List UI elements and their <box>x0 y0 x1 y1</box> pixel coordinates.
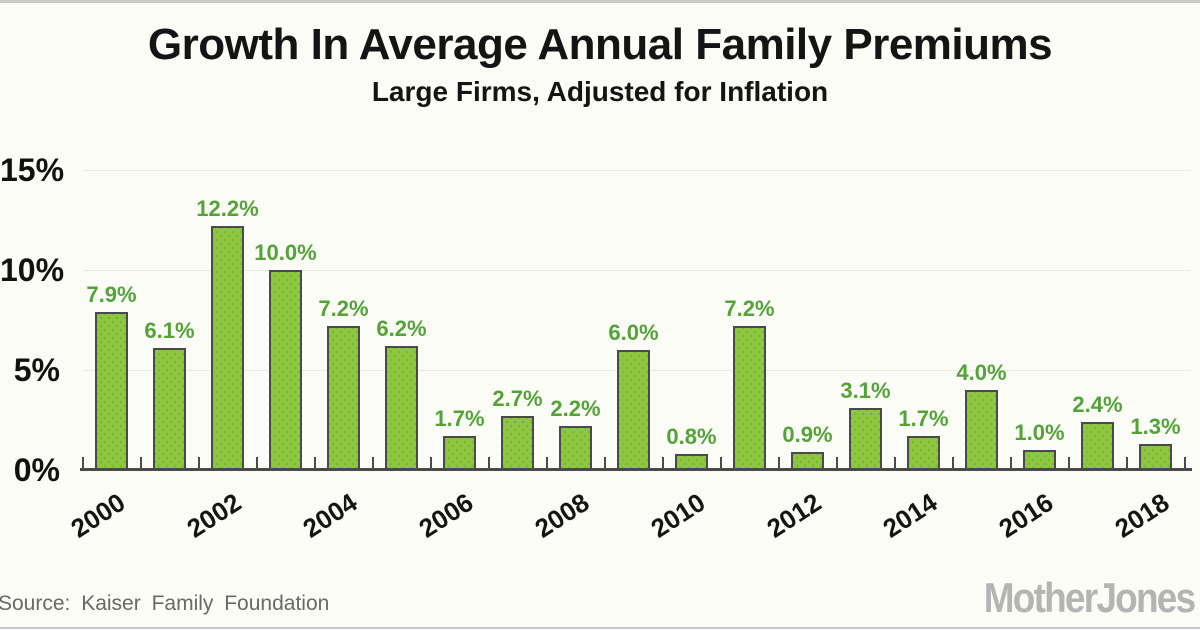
bar-2001 <box>153 348 186 470</box>
bar-2016 <box>1023 450 1056 470</box>
y-tick-label: 15% <box>0 152 65 188</box>
bar-2012 <box>791 452 824 470</box>
bar-2009 <box>617 350 650 470</box>
axis-tick <box>256 457 258 468</box>
axis-tick <box>430 457 432 468</box>
gridline-10% <box>84 269 1190 271</box>
axis-tick <box>1184 457 1186 468</box>
chart-title: Growth In Average Annual Family Premiums <box>147 20 1053 69</box>
axis-tick <box>546 457 548 468</box>
bar-value-label: 0.8% <box>666 424 717 449</box>
bar-2003 <box>269 270 302 470</box>
bar-2017 <box>1081 422 1114 470</box>
bar-value-label: 1.7% <box>898 406 949 431</box>
mother-jones-logo: MotherJones <box>983 574 1195 621</box>
axis-tick <box>1010 457 1012 468</box>
x-tick-label-2012: 2012 <box>760 487 826 544</box>
x-tick-label-2014: 2014 <box>876 487 942 544</box>
x-tick-label-2018: 2018 <box>1108 487 1174 544</box>
bar-2018 <box>1139 444 1172 470</box>
x-tick-label-2010: 2010 <box>644 487 710 544</box>
x-tick-label-2016: 2016 <box>992 487 1058 544</box>
x-axis-line <box>80 468 1192 471</box>
source-note: Source: Kaiser Family Foundation <box>0 592 330 615</box>
y-tick-label: 0% <box>13 452 60 488</box>
bar-2006 <box>443 436 476 470</box>
bar-value-label: 2.4% <box>1072 392 1123 417</box>
bar-value-label: 7.2% <box>724 296 775 321</box>
bottom-border-strip <box>0 627 1200 630</box>
top-border-strip <box>0 0 1200 3</box>
axis-tick <box>314 457 316 468</box>
x-tick-label-2006: 2006 <box>412 487 478 544</box>
axis-tick <box>836 457 838 468</box>
axis-tick <box>662 457 664 468</box>
gridline-15% <box>84 169 1190 171</box>
bar-value-label: 2.2% <box>550 396 601 421</box>
x-tick-label-2008: 2008 <box>528 487 594 544</box>
bar-2011 <box>733 326 766 470</box>
bar-value-label: 10.0% <box>254 240 317 265</box>
x-tick-label-2000: 2000 <box>64 487 130 544</box>
axis-tick <box>720 457 722 468</box>
bar-value-label: 0.9% <box>782 422 833 447</box>
bar-2010 <box>675 454 708 470</box>
y-tick-label: 10% <box>0 252 65 288</box>
bar-value-label: 3.1% <box>840 378 891 403</box>
bar-2000 <box>95 312 128 470</box>
bar-value-label: 7.9% <box>86 282 137 307</box>
bar-2007 <box>501 416 534 470</box>
bar-2008 <box>559 426 592 470</box>
bar-value-label: 1.7% <box>434 406 485 431</box>
axis-tick <box>140 457 142 468</box>
axis-tick <box>372 457 374 468</box>
axis-tick <box>778 457 780 468</box>
y-tick-label: 5% <box>13 352 60 388</box>
x-tick-label-2002: 2002 <box>180 487 246 544</box>
bar-value-label: 12.2% <box>196 196 259 221</box>
axis-tick <box>198 457 200 468</box>
bar-value-label: 2.7% <box>492 386 543 411</box>
bar-value-label: 6.0% <box>608 320 659 345</box>
bar-value-label: 6.1% <box>144 318 195 343</box>
axis-tick <box>1068 457 1070 468</box>
axis-tick <box>1126 457 1128 468</box>
bar-2005 <box>385 346 418 470</box>
bar-2014 <box>907 436 940 470</box>
bar-2015 <box>965 390 998 470</box>
axis-tick <box>82 457 84 468</box>
axis-tick <box>952 457 954 468</box>
axis-tick <box>488 457 490 468</box>
chart-subtitle: Large Firms, Adjusted for Inflation <box>371 76 829 107</box>
bar-2013 <box>849 408 882 470</box>
bar-2004 <box>327 326 360 470</box>
bar-value-label: 4.0% <box>956 360 1007 385</box>
bar-value-label: 1.0% <box>1014 420 1065 445</box>
bar-value-label: 7.2% <box>318 296 369 321</box>
x-tick-label-2004: 2004 <box>296 487 362 544</box>
bar-2002 <box>211 226 244 470</box>
axis-tick <box>604 457 606 468</box>
axis-tick <box>894 457 896 468</box>
bar-value-label: 6.2% <box>376 316 427 341</box>
bar-value-label: 1.3% <box>1130 414 1181 439</box>
